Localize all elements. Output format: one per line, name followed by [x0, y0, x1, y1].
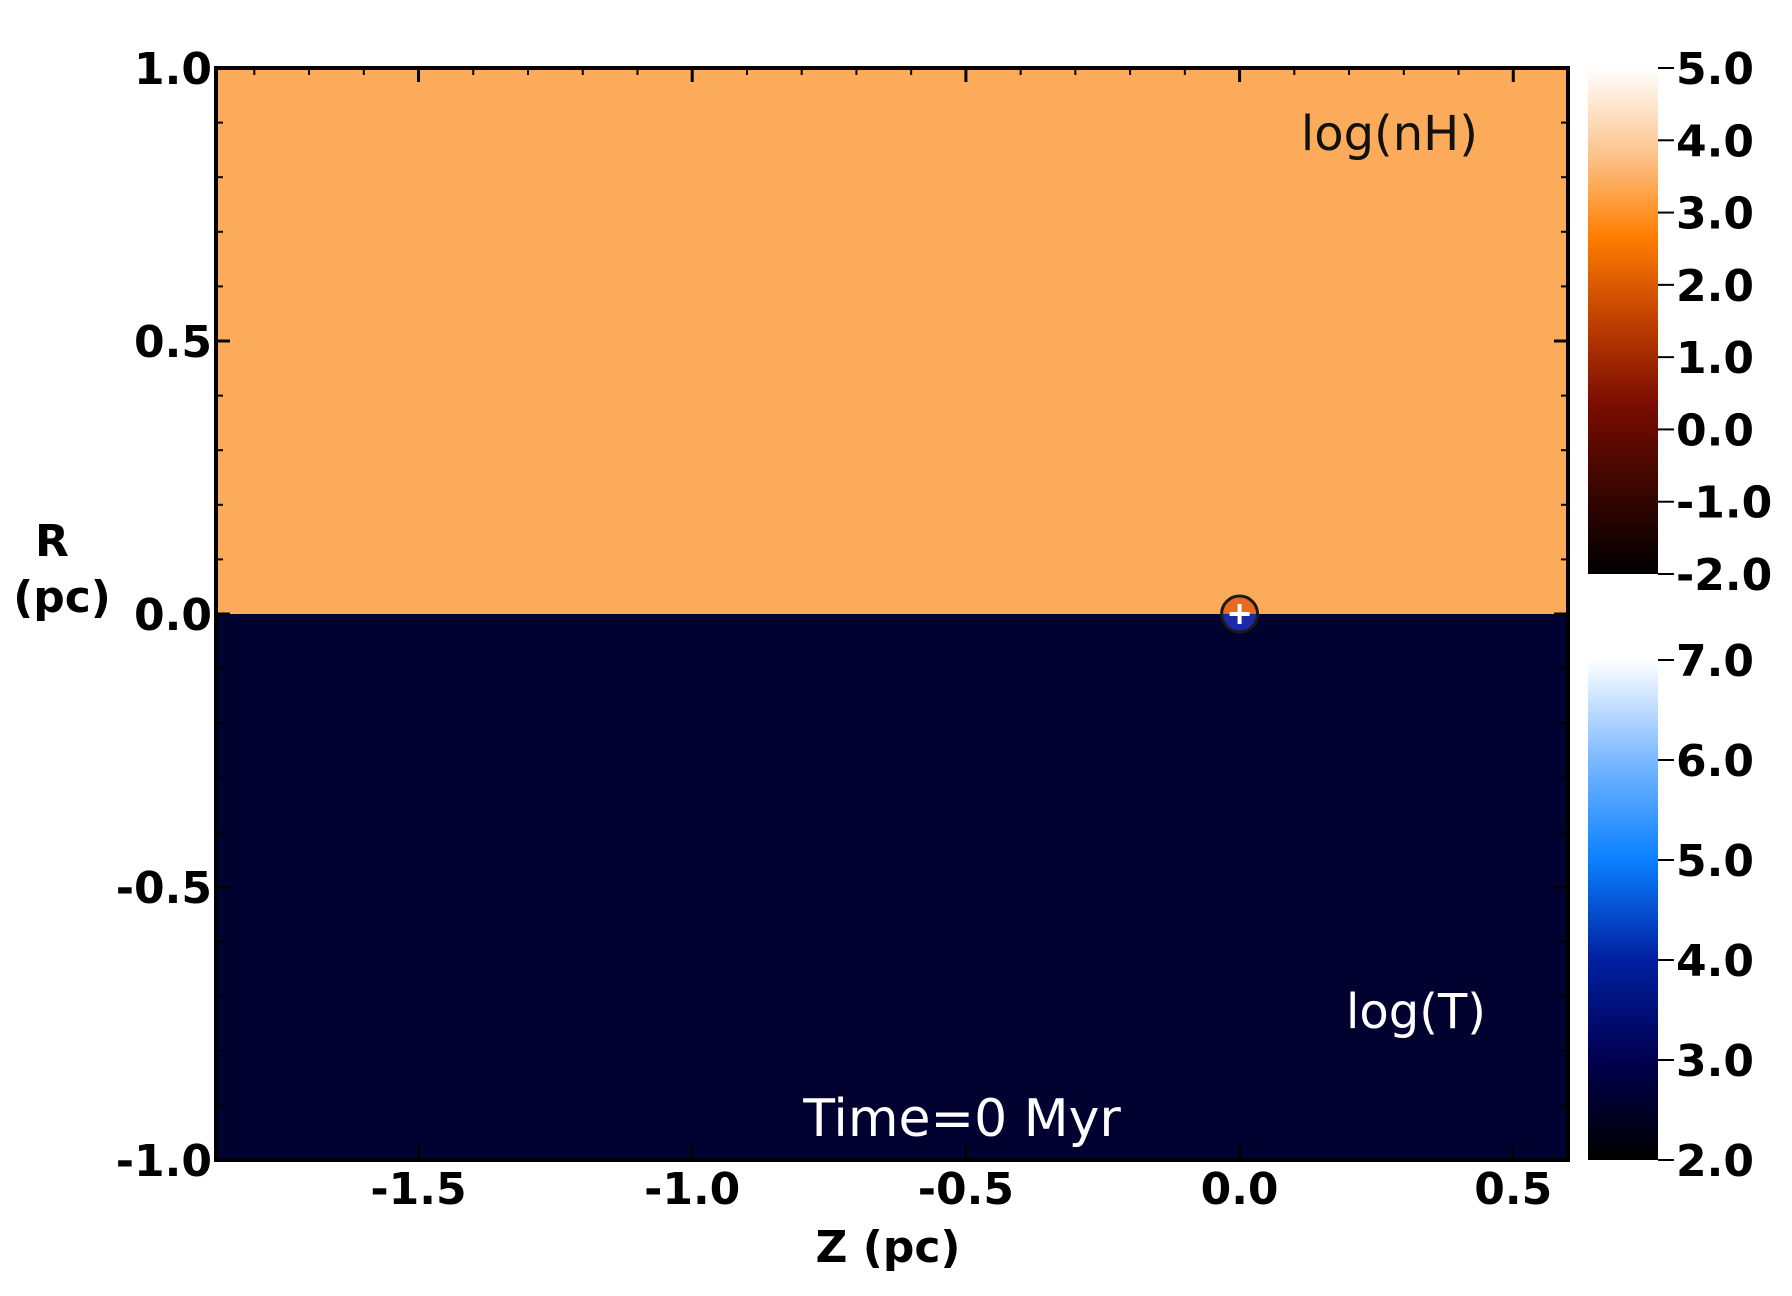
colorbar-temperature: 7.0 6.0 5.0 4.0 3.0 2.0 [1588, 636, 1754, 1187]
x-tick-label: 0.0 [1201, 1164, 1279, 1215]
colorbar-tick-label: 2.0 [1676, 261, 1754, 312]
source-marker [1220, 594, 1260, 634]
time-annotation: Time=0 Myr [802, 1089, 1121, 1149]
y-axis-title-line1: R [35, 516, 69, 567]
panel-temperature [216, 614, 1568, 1160]
source-ring [1220, 594, 1260, 634]
colorbar-tick-label: 4.0 [1676, 116, 1754, 167]
y-axis: 1.0 0.5 0.0 -0.5 -1.0 [116, 44, 1568, 1187]
y-tick-label: -1.0 [116, 1136, 212, 1187]
colorbar-tick-label: -2.0 [1676, 550, 1772, 601]
colorbar-tick-label: 0.0 [1676, 405, 1754, 456]
colorbar-tick-label: 3.0 [1676, 189, 1754, 240]
colorbar-tick-label: 7.0 [1676, 636, 1754, 687]
colorbar-tick-label: 2.0 [1676, 1136, 1754, 1187]
colorbar-tick-label: 6.0 [1676, 736, 1754, 787]
y-tick-label: 1.0 [134, 44, 212, 95]
y-tick-label: 0.5 [134, 317, 212, 368]
colorbar-tick-label: 1.0 [1676, 333, 1754, 384]
colorbar-density: 5.0 4.0 3.0 2.0 1.0 0.0 -1.0 -2.0 [1588, 44, 1772, 601]
y-tick-label: -0.5 [116, 863, 212, 914]
panel-label-temperature: log(T) [1346, 984, 1486, 1040]
x-tick-label: 0.5 [1474, 1164, 1552, 1215]
panel-label-density: log(nH) [1301, 106, 1478, 162]
colorbar-tick-label: 5.0 [1676, 44, 1754, 95]
colorbar-tick-label: 5.0 [1676, 836, 1754, 887]
x-tick-label: -0.5 [918, 1164, 1014, 1215]
colorbar-tick-label: -1.0 [1676, 478, 1772, 529]
colorbar-density-bar [1588, 68, 1658, 574]
colorbar-tick-label: 3.0 [1676, 1036, 1754, 1087]
x-tick-label: -1.0 [644, 1164, 740, 1215]
x-tick-label: -1.5 [370, 1164, 466, 1215]
y-tick-label: 0.0 [134, 590, 212, 641]
colorbars: 5.0 4.0 3.0 2.0 1.0 0.0 -1.0 -2.0 7.0 6.0 5.0 4.0 3.… [1588, 44, 1772, 1187]
plot-area: log(nH) log(T) [214, 66, 1570, 1162]
colorbar-tick-label: 4.0 [1676, 936, 1754, 987]
x-axis-title: Z (pc) [815, 1222, 960, 1273]
panel-density [216, 68, 1568, 614]
y-axis-title-line2: (pc) [13, 572, 111, 623]
x-axis: -1.5 -1.0 -0.5 0.0 0.5 [253, 68, 1569, 1215]
colorbar-temperature-bar [1588, 660, 1658, 1160]
